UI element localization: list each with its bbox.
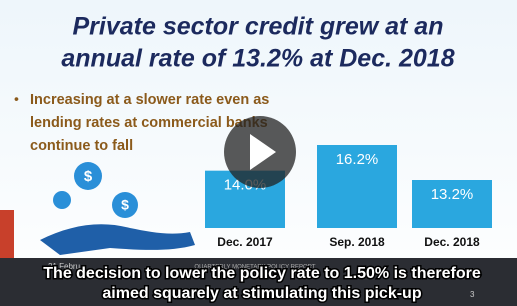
svg-text:$: $ — [121, 197, 129, 213]
bullet-dot: • — [14, 91, 19, 107]
svg-text:$: $ — [84, 168, 93, 185]
caption: aimed squarely at stimulating this pick-… — [102, 285, 421, 302]
x-tick-label: Sep. 2018 — [329, 235, 385, 249]
chart-title: annual rate of 13.2% at Dec. 2018 — [61, 45, 454, 73]
chart-title: Private sector credit grew at an — [73, 13, 444, 41]
value-label: 16.2% — [336, 151, 379, 168]
x-tick-label: Dec. 2018 — [424, 235, 480, 249]
caption: The decision to lower the policy rate to… — [43, 265, 481, 282]
x-tick-label: Dec. 2017 — [217, 235, 273, 249]
footer-page: 3 — [470, 290, 475, 299]
play-button[interactable] — [224, 116, 296, 188]
video-frame: Private sector credit grew at an annual … — [0, 0, 517, 306]
value-label: 13.2% — [431, 186, 474, 203]
